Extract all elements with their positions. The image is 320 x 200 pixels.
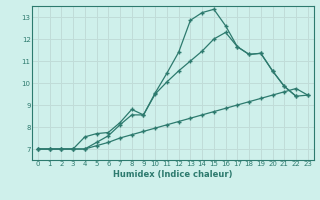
X-axis label: Humidex (Indice chaleur): Humidex (Indice chaleur) <box>113 170 233 179</box>
